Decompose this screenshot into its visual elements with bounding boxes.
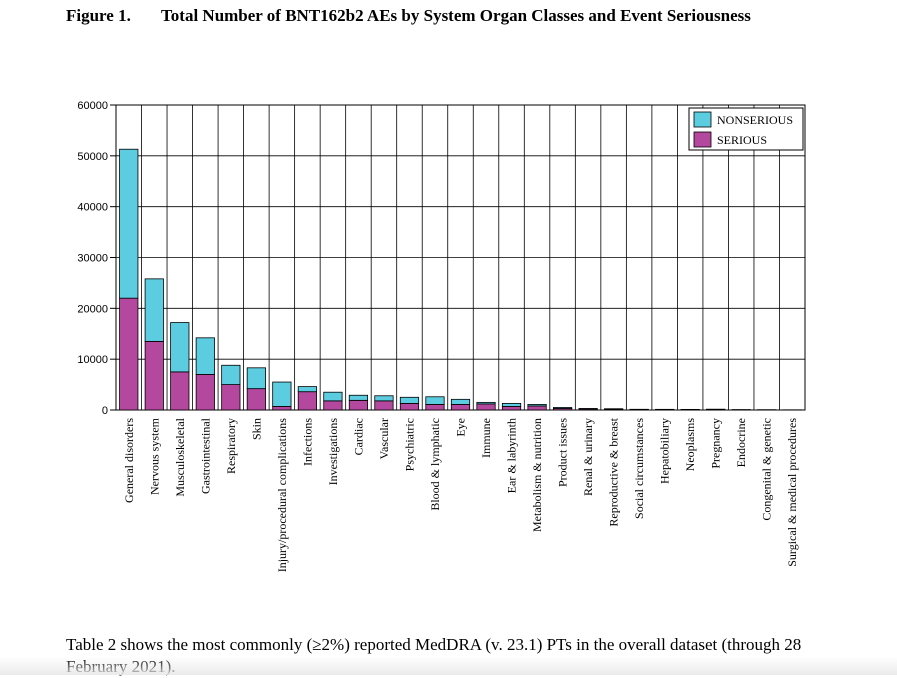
x-tick-label: Neoplasms: [683, 418, 697, 472]
bar-nonserious: [196, 338, 214, 375]
bar-serious: [120, 298, 138, 410]
bar-nonserious: [604, 409, 622, 410]
bar-serious: [222, 385, 240, 410]
bar-nonserious: [171, 323, 189, 372]
x-tick-label: Surgical & medical procedures: [785, 418, 799, 567]
y-tick-label: 0: [102, 405, 108, 417]
x-tick-label: Renal & urinary: [581, 418, 595, 496]
bar-serious: [324, 401, 342, 410]
bar-nonserious: [120, 149, 138, 298]
bar-serious: [451, 404, 469, 410]
x-tick-label: Hepatobiliary: [658, 418, 672, 484]
bar-nonserious: [502, 403, 520, 406]
legend-swatch: [694, 112, 711, 127]
x-tick-label: Endocrine: [734, 418, 748, 467]
x-tick-label: Immune: [479, 418, 493, 458]
bar-serious: [298, 392, 316, 410]
y-tick-label: 50000: [77, 151, 108, 163]
y-tick-label: 10000: [77, 354, 108, 366]
x-tick-label: Investigations: [326, 418, 340, 486]
x-tick-label: Vascular: [377, 418, 391, 459]
bar-serious: [426, 404, 444, 410]
x-tick-label: Ear & labyrinth: [505, 418, 519, 493]
x-tick-label: Infections: [300, 418, 314, 466]
bar-serious: [145, 341, 163, 410]
bar-nonserious: [222, 365, 240, 384]
bar-nonserious: [477, 402, 495, 404]
x-tick-label: Pregnancy: [709, 418, 723, 469]
bar-nonserious: [273, 382, 291, 406]
legend-swatch: [694, 132, 711, 147]
x-tick-label: Congenital & genetic: [760, 418, 774, 521]
stacked-bar-chart: 0 10000 20000 30000 40000 50000 60000 General d…: [0, 0, 897, 600]
bar-serious: [196, 374, 214, 410]
x-tick-label: Eye: [454, 418, 468, 437]
bar-nonserious: [528, 404, 546, 406]
bar-nonserious: [247, 368, 265, 389]
x-tick-label: Nervous system: [147, 417, 161, 495]
x-tick-label: Psychiatric: [402, 418, 416, 471]
x-tick-label: Cardiac: [351, 418, 365, 455]
bar-nonserious: [375, 396, 393, 401]
legend-label: NONSERIOUS: [717, 113, 793, 127]
x-tick-label: Skin: [249, 418, 263, 440]
body-paragraph: Table 2 shows the most commonly (≥2%) re…: [66, 634, 866, 678]
x-tick-label: Respiratory: [224, 418, 238, 474]
x-tick-label: Metabolism & nutrition: [530, 418, 544, 532]
bar-serious: [273, 406, 291, 410]
x-tick-label: Social circumstances: [632, 418, 646, 519]
bar-nonserious: [579, 408, 597, 409]
bar-nonserious: [426, 397, 444, 405]
bar-serious: [247, 389, 265, 410]
bar-nonserious: [349, 395, 367, 400]
bar-nonserious: [451, 399, 469, 404]
bar-nonserious: [298, 387, 316, 392]
x-tick-label: Reproductive & breast: [607, 417, 621, 526]
x-tick-label: Blood & lymphatic: [428, 418, 442, 511]
y-tick-label: 40000: [77, 202, 108, 214]
bar-serious: [528, 406, 546, 410]
bar-nonserious: [553, 407, 571, 408]
x-tick-label: Gastrointestinal: [198, 417, 212, 494]
x-tick-label: General disorders: [122, 418, 136, 503]
y-tick-label: 60000: [77, 100, 108, 112]
bar-serious: [375, 401, 393, 410]
x-tick-label: Injury/procedural complications: [275, 418, 289, 573]
x-tick-label: Musculoskeletal: [173, 417, 187, 496]
bar-nonserious: [324, 392, 342, 401]
y-tick-label: 20000: [77, 303, 108, 315]
bar-serious: [400, 403, 418, 410]
x-tick-label: Product issues: [556, 418, 570, 487]
bar-serious: [171, 372, 189, 410]
bar-serious: [349, 400, 367, 410]
y-tick-label: 30000: [77, 253, 108, 265]
bar-serious: [502, 406, 520, 410]
bar-serious: [477, 404, 495, 410]
bar-nonserious: [145, 279, 163, 342]
bar-nonserious: [400, 397, 418, 403]
legend-label: SERIOUS: [717, 133, 767, 147]
